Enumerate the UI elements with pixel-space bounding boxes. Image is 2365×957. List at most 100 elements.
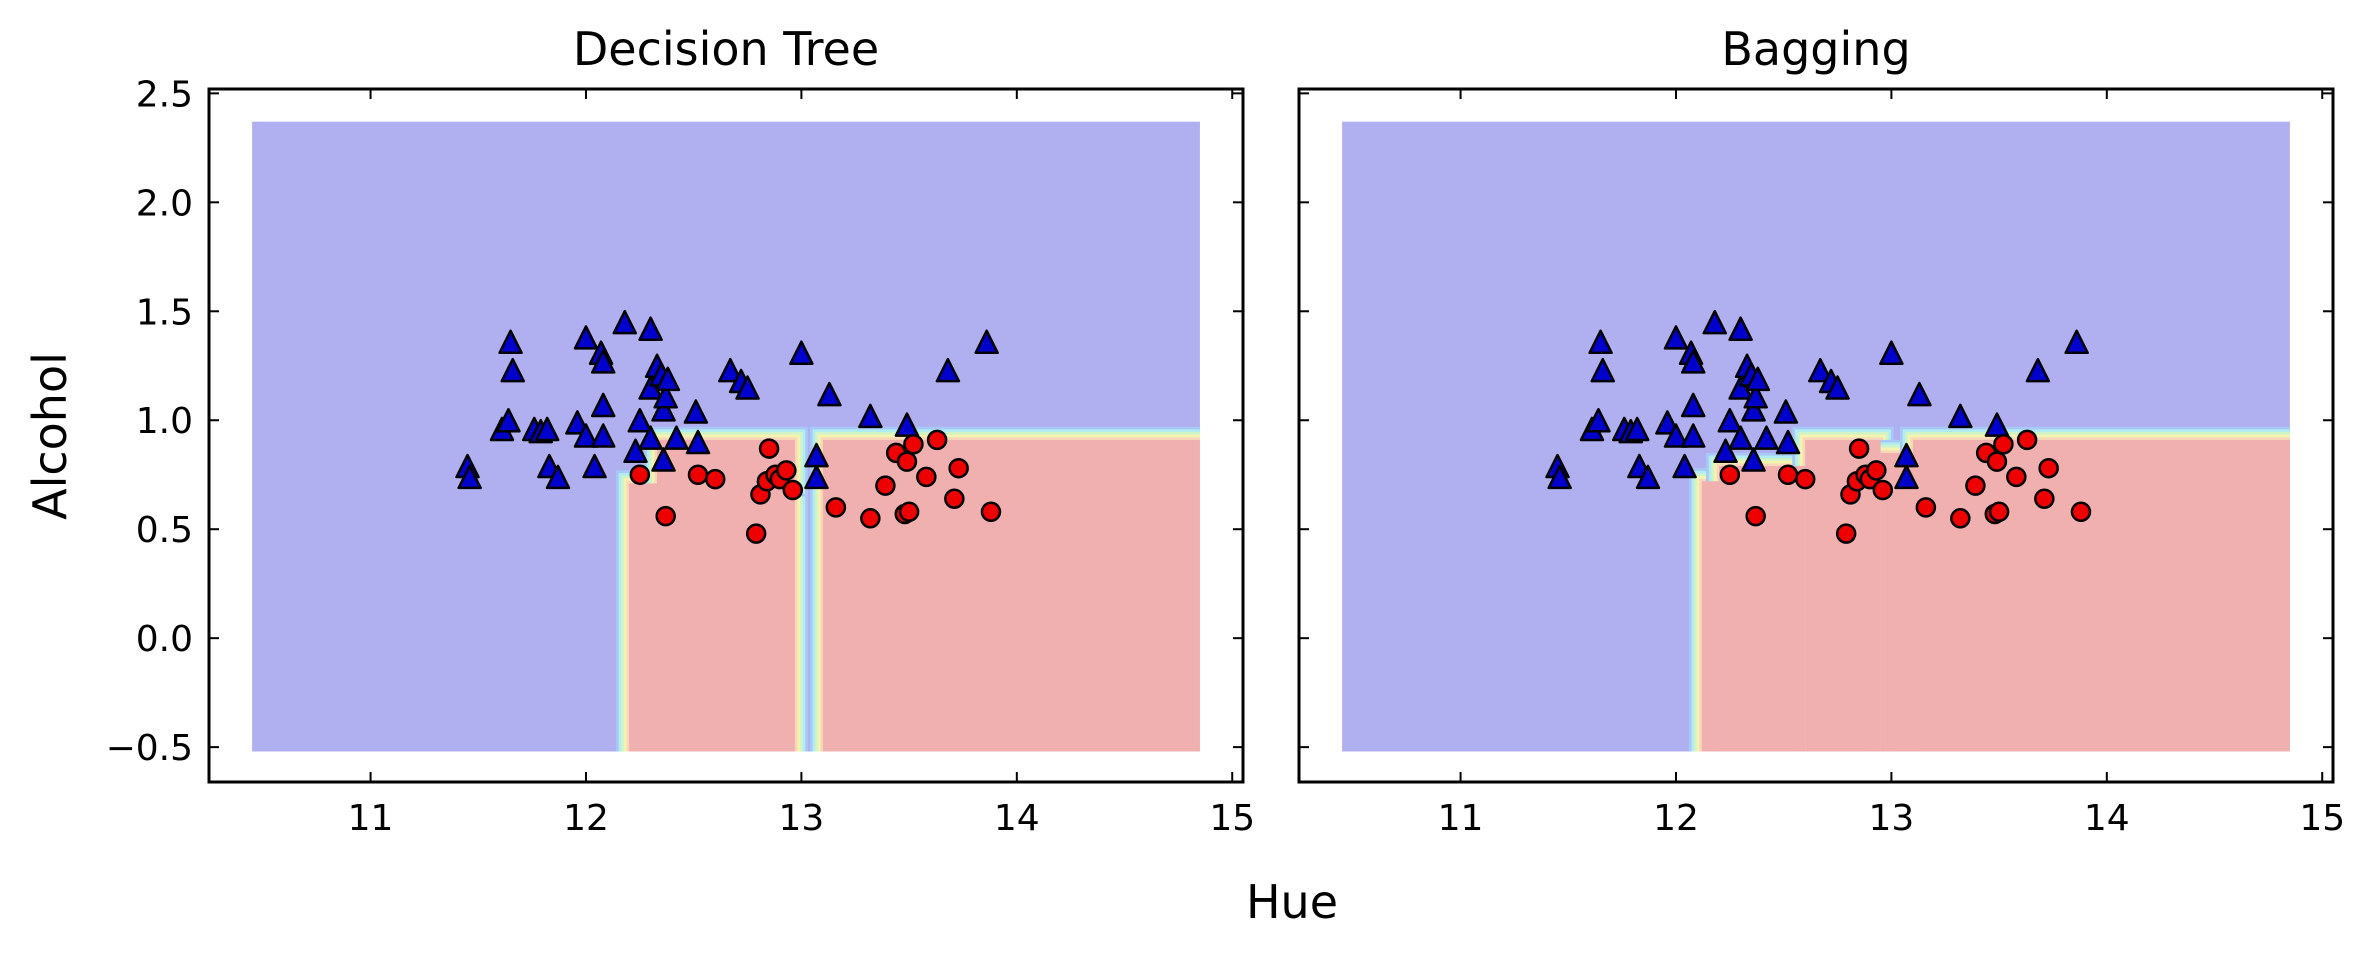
data-point-triangle [627, 407, 653, 433]
x-axis-label: Hue [1246, 875, 1338, 929]
data-point-triangle [1741, 397, 1766, 422]
x-tick-label: 14 [994, 798, 1040, 839]
data-point-circle [980, 501, 1002, 523]
region-class-1 [629, 483, 795, 752]
data-point-triangle [623, 438, 648, 464]
data-point-circle [2006, 466, 2027, 488]
panel-title: Bagging [1721, 22, 1910, 76]
data-point-triangle [1680, 392, 1706, 418]
data-point-circle [1745, 505, 1766, 527]
data-point-circle [1866, 460, 1887, 481]
data-point-triangle [1663, 423, 1689, 448]
data-point-circle [1988, 501, 2010, 523]
data-point-circle [1993, 433, 2014, 455]
data-point-triangle [1635, 464, 1661, 490]
data-point-circle [655, 505, 676, 527]
data-point-circle [1835, 523, 1857, 544]
data-point-triangle [1825, 375, 1850, 400]
data-point-triangle [1754, 425, 1779, 450]
data-point-triangle [1773, 399, 1799, 424]
data-point-triangle [498, 329, 523, 355]
data-point-circle [1848, 438, 1870, 459]
data-point-triangle [651, 397, 676, 422]
data-point-circle [1950, 508, 1971, 529]
data-point-triangle [1728, 375, 1753, 400]
data-point-triangle [1713, 438, 1738, 464]
data-point-triangle [1728, 425, 1753, 450]
x-tick-label: 12 [563, 798, 609, 839]
data-point-triangle [500, 357, 525, 383]
data-point-circle [1915, 497, 1937, 518]
data-point-triangle [1672, 453, 1697, 479]
data-point-circle [704, 468, 726, 490]
data-point-triangle [858, 403, 883, 429]
x-tick-label: 15 [2299, 798, 2345, 839]
y-tick-label: 2.0 [136, 183, 193, 224]
data-point-triangle [590, 392, 616, 418]
x-tick-label: 11 [1438, 798, 1484, 839]
x-tick-label: 12 [1653, 798, 1699, 839]
axis-ticks: 11 12 13 14 15 −0.5 0.0 0.5 1.0 1.5 2.0 2.5 [106, 74, 1256, 839]
x-tick-label: 15 [1209, 798, 1255, 839]
data-point-circle [2034, 488, 2055, 509]
data-point-triangle [1745, 366, 1771, 392]
data-point-circle [875, 475, 896, 496]
y-axis-label: Alcohol [23, 352, 77, 520]
panel-bagging: 11 12 13 14 15 Bagging [1297, 22, 2345, 839]
data-point-triangle [565, 410, 590, 435]
data-point-circle [926, 429, 948, 451]
y-tick-label: 2.5 [136, 74, 193, 115]
data-point-triangle [1907, 381, 1932, 407]
y-tick-label: 1.0 [136, 401, 193, 442]
data-point-triangle [638, 316, 663, 341]
decision-regions [1342, 121, 2290, 752]
data-point-triangle [638, 425, 663, 450]
data-point-triangle [590, 423, 616, 448]
data-point-triangle [894, 412, 920, 437]
axis-ticks: 11 12 13 14 15 [1299, 89, 2345, 839]
data-point-circle [916, 466, 937, 488]
data-point-triangle [534, 416, 560, 442]
data-point-triangle [804, 464, 829, 490]
data-point-triangle [582, 453, 607, 479]
panel-title: Decision Tree [573, 22, 879, 76]
data-point-triangle [683, 399, 709, 424]
data-point-triangle [1547, 464, 1572, 490]
data-point-circle [745, 523, 767, 544]
data-point-circle [896, 451, 918, 472]
x-tick-label: 13 [1868, 798, 1914, 839]
data-point-triangle [1588, 329, 1613, 355]
scatter-points [455, 309, 1002, 544]
data-point-circle [860, 508, 881, 529]
y-tick-label: 0.5 [136, 510, 193, 551]
data-point-circle [1872, 479, 1894, 501]
data-point-triangle [496, 407, 521, 433]
data-point-triangle [1717, 407, 1743, 433]
data-point-circle [2016, 429, 2038, 451]
data-point-triangle [1775, 429, 1801, 455]
data-point-triangle [718, 357, 743, 383]
data-point-triangle [935, 357, 961, 383]
axes-frame [207, 87, 1245, 784]
data-point-triangle [590, 349, 616, 374]
data-point-triangle [1655, 410, 1680, 435]
data-point-triangle [817, 381, 842, 407]
data-point-triangle [1894, 464, 1919, 490]
region-class-1 [1701, 481, 1720, 752]
data-point-triangle [573, 325, 599, 350]
data-point-circle [825, 497, 847, 518]
data-point-triangle [1680, 349, 1706, 374]
x-tick-label: 11 [348, 798, 394, 839]
axes-frame [1297, 87, 2335, 784]
data-point-circle [903, 433, 924, 455]
data-point-circle [1986, 451, 2008, 472]
data-point-triangle [655, 366, 681, 392]
data-point-triangle [1702, 309, 1728, 335]
data-point-triangle [1663, 325, 1689, 350]
data-point-circle [687, 464, 709, 485]
data-point-triangle [457, 464, 482, 490]
data-point-triangle [1808, 357, 1833, 383]
x-tick-label: 13 [778, 798, 824, 839]
data-point-circle [944, 488, 965, 509]
